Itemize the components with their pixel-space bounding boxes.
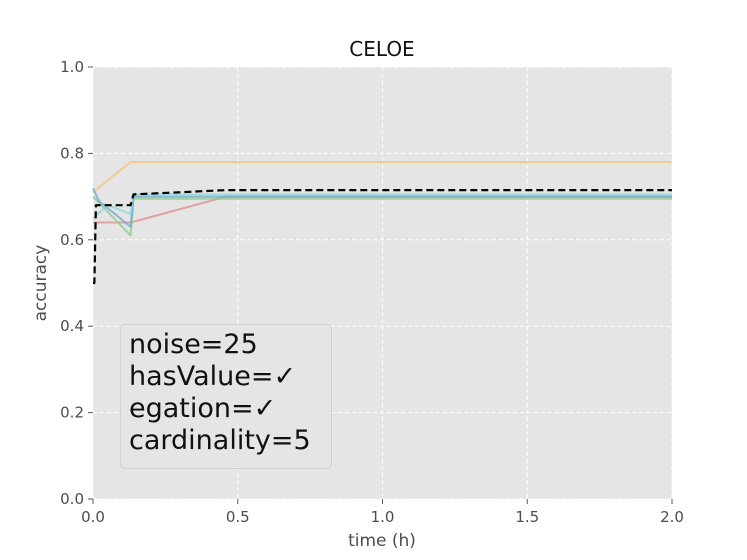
x-tick-label: 0.0	[81, 508, 105, 526]
legend-line-noise: noise=25	[129, 329, 258, 360]
y-tick-label: 0.0	[60, 490, 84, 508]
legend: noise=25 hasValue=✓ egation=✓ cardinalit…	[120, 324, 332, 469]
x-tick-label: 2.0	[660, 508, 684, 526]
legend-line-hasvalue: hasValue=✓	[129, 361, 297, 392]
legend-line-cardinality: cardinality=5	[129, 425, 311, 456]
x-axis-label: time (h)	[348, 531, 416, 551]
y-tick-label: 1.0	[60, 58, 84, 76]
chart-title: CELOE	[349, 37, 414, 61]
legend-line-negation: egation=✓	[129, 393, 277, 424]
x-tick-label: 1.5	[515, 508, 539, 526]
series-line-5	[92, 193, 672, 219]
series-line-mean	[93, 189, 672, 285]
y-axis-label: accuracy	[31, 245, 51, 322]
y-tick-label: 0.8	[60, 144, 84, 162]
y-tick-label: 0.4	[60, 317, 84, 335]
series-layer	[92, 161, 672, 285]
series-line-1	[92, 161, 672, 194]
ticks: 0.0 0.5 1.0 1.5 2.0 0.0 0.2 0.4 0.6 0.8 1.0	[60, 58, 684, 526]
x-tick-label: 1.0	[371, 508, 395, 526]
y-tick-label: 0.2	[60, 404, 84, 422]
x-tick-label: 0.5	[226, 508, 250, 526]
series-line-4	[92, 187, 672, 228]
y-tick-label: 0.6	[60, 231, 84, 249]
